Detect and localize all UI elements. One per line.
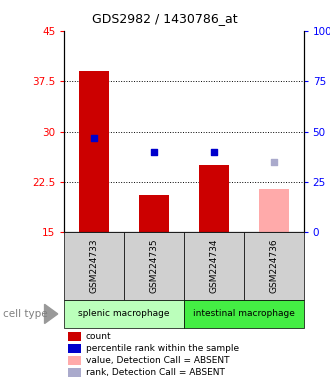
Text: GDS2982 / 1430786_at: GDS2982 / 1430786_at [92, 12, 238, 25]
Text: count: count [86, 332, 112, 341]
Bar [199, 165, 229, 232]
Point [211, 149, 216, 155]
Text: percentile rank within the sample: percentile rank within the sample [86, 344, 239, 353]
Point [151, 149, 157, 155]
Bar [79, 71, 109, 232]
Point [92, 135, 97, 141]
Text: value, Detection Call = ABSENT: value, Detection Call = ABSENT [86, 356, 229, 365]
Text: GSM224733: GSM224733 [90, 238, 99, 293]
Text: rank, Detection Call = ABSENT: rank, Detection Call = ABSENT [86, 368, 225, 377]
Text: intestinal macrophage: intestinal macrophage [193, 310, 295, 318]
Bar [259, 189, 289, 232]
Text: splenic macrophage: splenic macrophage [79, 310, 170, 318]
Text: GSM224735: GSM224735 [149, 238, 159, 293]
Bar [139, 195, 169, 232]
Point [271, 159, 276, 165]
Text: cell type: cell type [3, 309, 48, 319]
Text: GSM224736: GSM224736 [269, 238, 278, 293]
Text: GSM224734: GSM224734 [209, 239, 218, 293]
